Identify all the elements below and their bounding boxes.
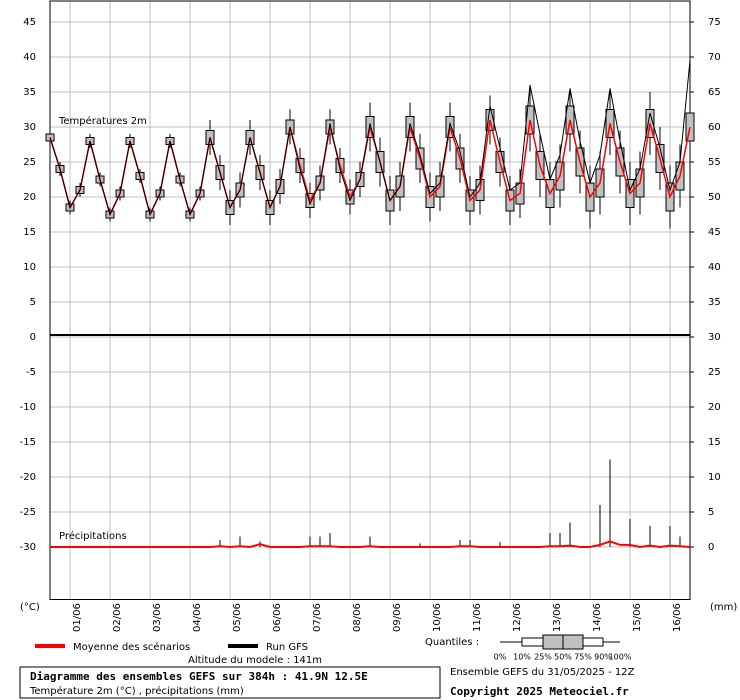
y-axis-label: (°C) — [20, 602, 40, 613]
plot-frame — [49, 0, 691, 600]
title-box — [19, 666, 441, 699]
marks — [45, 60, 695, 549]
legend-label: Run GFS — [266, 642, 308, 653]
y-tick-label: -20 — [20, 472, 36, 483]
y2-tick-label: 45 — [708, 227, 721, 238]
y2-tick-label: 65 — [708, 87, 721, 98]
copyright: Copyright 2025 Meteociel.fr — [450, 685, 629, 698]
x-tick-label: 06/06 — [272, 603, 283, 632]
x-tick-label: 15/06 — [632, 603, 643, 632]
y-tick-label: -10 — [20, 402, 36, 413]
quantile-level: 90% — [594, 653, 612, 662]
quantile-level: 25% — [534, 653, 552, 662]
x-tick-label: 11/06 — [472, 603, 483, 632]
x-tick-label: 07/06 — [312, 603, 323, 632]
y-tick-label: 15 — [23, 227, 36, 238]
precip-mean-line — [50, 540, 691, 549]
x-tick-label: 03/06 — [152, 603, 163, 632]
y2-tick-label: 35 — [708, 297, 721, 308]
legend-label: Moyenne des scénarios — [73, 641, 190, 653]
y-tick-label: -5 — [26, 367, 36, 378]
y2-tick-label: 40 — [708, 262, 721, 273]
x-tick-label: 04/06 — [192, 603, 203, 632]
y2-tick-label: 75 — [708, 17, 721, 28]
chart-title: Diagramme des ensembles GEFS sur 384h : … — [30, 670, 368, 683]
y2-tick-label: 50 — [708, 192, 721, 203]
y-tick-label: 40 — [23, 52, 36, 63]
y2-tick-label: 25 — [708, 367, 721, 378]
grid — [49, 0, 694, 600]
quantile-level: 10% — [513, 653, 531, 662]
x-tick-label: 16/06 — [672, 603, 683, 632]
chart-subtitle: Température 2m (°C) , précipitations (mm… — [29, 685, 244, 697]
y2-tick-label: 70 — [708, 52, 721, 63]
y2-tick-label: 10 — [708, 472, 721, 483]
x-tick-label: 13/06 — [552, 603, 563, 632]
quantile-level: 75% — [574, 653, 592, 662]
y2-tick-label: 55 — [708, 157, 721, 168]
quantile-level: 50% — [554, 653, 572, 662]
y-tick-label: 5 — [30, 297, 36, 308]
y-tick-label: 35 — [23, 87, 36, 98]
precip-label: Précipitations — [59, 530, 127, 542]
y2-tick-label: 60 — [708, 122, 721, 133]
x-tick-label: 10/06 — [432, 603, 443, 632]
x-tick-label: 02/06 — [112, 603, 123, 632]
y-tick-label: 45 — [23, 17, 36, 28]
y-tick-label: 10 — [23, 262, 36, 273]
x-tick-label: 08/06 — [352, 603, 363, 632]
x-tick-label: 09/06 — [392, 603, 403, 632]
y-tick-label: 0 — [30, 332, 36, 343]
y2-axis-label: (mm) — [710, 602, 737, 613]
y2-tick-label: 30 — [708, 332, 721, 343]
x-tick-label: 05/06 — [232, 603, 243, 632]
quantile-glyph — [500, 634, 620, 650]
y-tick-label: -15 — [20, 437, 36, 448]
y2-tick-label: 5 — [708, 507, 714, 518]
y-tick-label: -30 — [20, 542, 36, 553]
y-tick-label: 30 — [23, 122, 36, 133]
quantile-level: 100% — [609, 653, 632, 662]
x-tick-label: 14/06 — [592, 603, 603, 632]
y-tick-label: -25 — [20, 507, 36, 518]
x-tick-label: 01/06 — [72, 603, 83, 632]
quantiles-label: Quantiles : — [425, 637, 479, 648]
quantile-level: 0% — [494, 653, 507, 662]
y2-tick-label: 15 — [708, 437, 721, 448]
altitude: Altitude du modele : 141m — [188, 655, 322, 666]
temp-label: Températures 2m — [58, 115, 147, 127]
y-tick-label: 20 — [23, 192, 36, 203]
y-tick-label: 25 — [23, 157, 36, 168]
y2-tick-label: 20 — [708, 402, 721, 413]
ensemble-info: Ensemble GEFS du 31/05/2025 - 12Z — [450, 667, 635, 678]
y2-tick-label: 0 — [708, 542, 714, 553]
series-line — [49, 60, 691, 216]
x-tick-label: 12/06 — [512, 603, 523, 632]
